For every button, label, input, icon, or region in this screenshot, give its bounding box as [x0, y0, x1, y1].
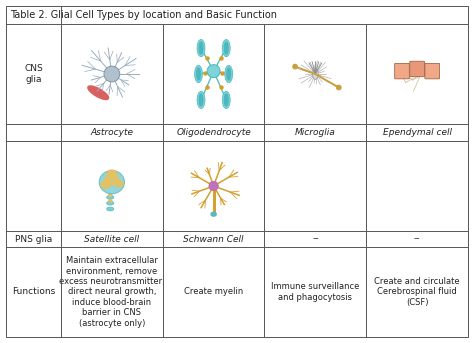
Text: Satellite cell: Satellite cell — [84, 235, 139, 244]
Ellipse shape — [199, 94, 203, 106]
Circle shape — [104, 66, 120, 82]
Ellipse shape — [194, 66, 202, 83]
Text: --: -- — [414, 235, 420, 244]
Text: Immune surveillance
and phagocytosis: Immune surveillance and phagocytosis — [271, 282, 360, 302]
Circle shape — [210, 182, 218, 190]
Text: Astrocyte: Astrocyte — [91, 128, 133, 137]
Text: Create and circulate
Cerebrospinal fluid
(CSF): Create and circulate Cerebrospinal fluid… — [374, 277, 460, 307]
Ellipse shape — [115, 180, 123, 187]
Ellipse shape — [211, 212, 216, 216]
Text: PNS glia: PNS glia — [15, 235, 52, 244]
Text: Microglia: Microglia — [295, 128, 336, 137]
Ellipse shape — [222, 39, 230, 57]
Circle shape — [337, 85, 341, 90]
Ellipse shape — [109, 200, 112, 202]
FancyBboxPatch shape — [410, 61, 424, 76]
FancyBboxPatch shape — [425, 63, 439, 79]
Circle shape — [207, 64, 220, 78]
Ellipse shape — [227, 68, 230, 80]
Ellipse shape — [107, 196, 114, 199]
Text: CNS
glia: CNS glia — [24, 64, 43, 84]
Ellipse shape — [197, 39, 205, 57]
Ellipse shape — [225, 66, 233, 83]
Ellipse shape — [199, 42, 203, 54]
Text: Oligodendrocyte: Oligodendrocyte — [176, 128, 251, 137]
Ellipse shape — [197, 91, 205, 109]
Ellipse shape — [107, 170, 117, 176]
Text: Functions: Functions — [12, 287, 55, 296]
Ellipse shape — [107, 201, 114, 205]
Ellipse shape — [109, 194, 112, 196]
Text: Ependymal cell: Ependymal cell — [383, 128, 452, 137]
FancyBboxPatch shape — [395, 63, 410, 79]
Text: Create myelin: Create myelin — [184, 287, 243, 296]
Ellipse shape — [99, 170, 125, 194]
Ellipse shape — [101, 181, 110, 188]
Ellipse shape — [88, 86, 109, 99]
Ellipse shape — [209, 181, 218, 190]
Text: Table 2. Glial Cell Types by location and Basic Function: Table 2. Glial Cell Types by location an… — [10, 10, 277, 20]
Ellipse shape — [224, 94, 228, 106]
Text: Maintain extracellular
environment, remove
excess neurotransmitter,
direct neura: Maintain extracellular environment, remo… — [59, 256, 165, 328]
Text: Schwann Cell: Schwann Cell — [183, 235, 244, 244]
Ellipse shape — [224, 42, 228, 54]
Ellipse shape — [197, 68, 201, 80]
Ellipse shape — [222, 91, 230, 109]
Text: --: -- — [312, 235, 319, 244]
Ellipse shape — [312, 69, 318, 79]
Circle shape — [293, 64, 297, 69]
Ellipse shape — [107, 207, 114, 211]
Ellipse shape — [105, 174, 118, 185]
